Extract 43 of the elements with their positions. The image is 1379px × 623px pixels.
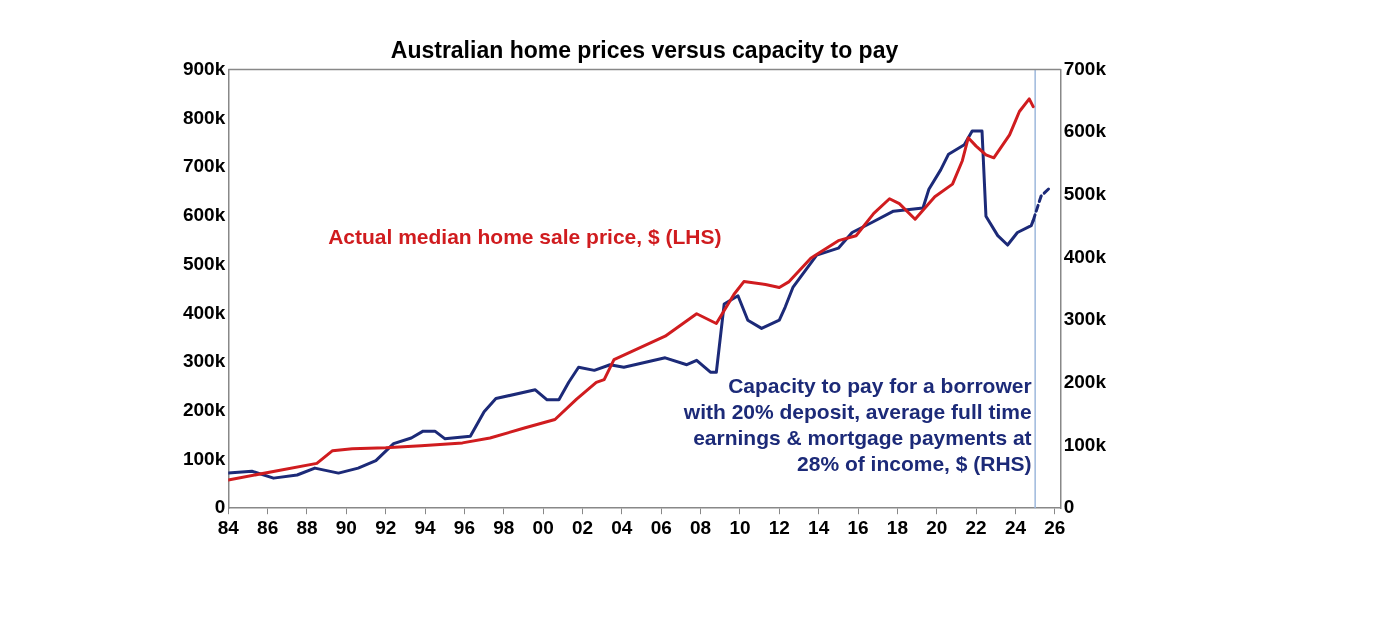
x-tick-label: 24: [1004, 516, 1027, 538]
x-tick-label: 84: [217, 516, 240, 538]
y-tick-label: 200k: [182, 398, 226, 420]
x-tick-label: 00: [532, 516, 554, 538]
y2-tick-label: 200k: [1063, 371, 1107, 393]
y-tick-label: 900k: [182, 57, 226, 79]
chart-title: Australian home prices versus capacity to pay: [390, 37, 899, 64]
y-tick-label: 300k: [182, 350, 226, 372]
y-tick-label: 500k: [182, 252, 226, 274]
y-tick-label: 600k: [182, 204, 226, 226]
y2-tick-label: 100k: [1063, 433, 1107, 455]
y-tick-label: 800k: [182, 106, 226, 128]
x-tick-label: 08: [690, 516, 712, 538]
x-tick-label: 94: [414, 516, 437, 538]
x-tick-label: 92: [375, 516, 397, 538]
x-tick-label: 18: [886, 516, 908, 538]
x-tick-label: 90: [335, 516, 357, 538]
x-tick-label: 06: [650, 516, 672, 538]
y-tick-label: 700k: [182, 155, 226, 177]
x-tick-label: 02: [571, 516, 594, 538]
y2-tick-label: 400k: [1063, 245, 1107, 267]
x-tick-label: 14: [808, 516, 830, 538]
x-tick-label: 96: [453, 516, 475, 538]
x-tick-label: 16: [847, 516, 869, 538]
x-tick-label: 98: [493, 516, 515, 538]
y2-tick-label: 700k: [1063, 57, 1107, 79]
x-tick-label: 26: [1044, 516, 1066, 538]
y-tick-label: 100k: [182, 447, 226, 469]
x-tick-label: 10: [729, 516, 751, 538]
y-tick-label: 400k: [182, 301, 226, 323]
y2-tick-label: 500k: [1063, 183, 1107, 205]
x-tick-label: 20: [926, 516, 948, 538]
series-label: Capacity to pay for a borrower with 20% deposit, average full time earnings & mortgage payments at 28% of income, $ (RHS): [682, 373, 1032, 475]
y-tick-label: 0: [214, 496, 226, 518]
x-tick-label: 86: [257, 516, 279, 538]
y2-tick-label: 300k: [1063, 308, 1107, 330]
x-tick-label: 12: [768, 516, 790, 538]
x-tick-label: 04: [611, 516, 633, 538]
x-tick-label: 88: [296, 516, 318, 538]
x-tick-label: 22: [965, 516, 987, 538]
series-label: Actual median home sale price, $ (LHS): [328, 224, 722, 248]
y2-tick-label: 0: [1063, 496, 1075, 518]
y2-tick-label: 600k: [1063, 120, 1107, 142]
